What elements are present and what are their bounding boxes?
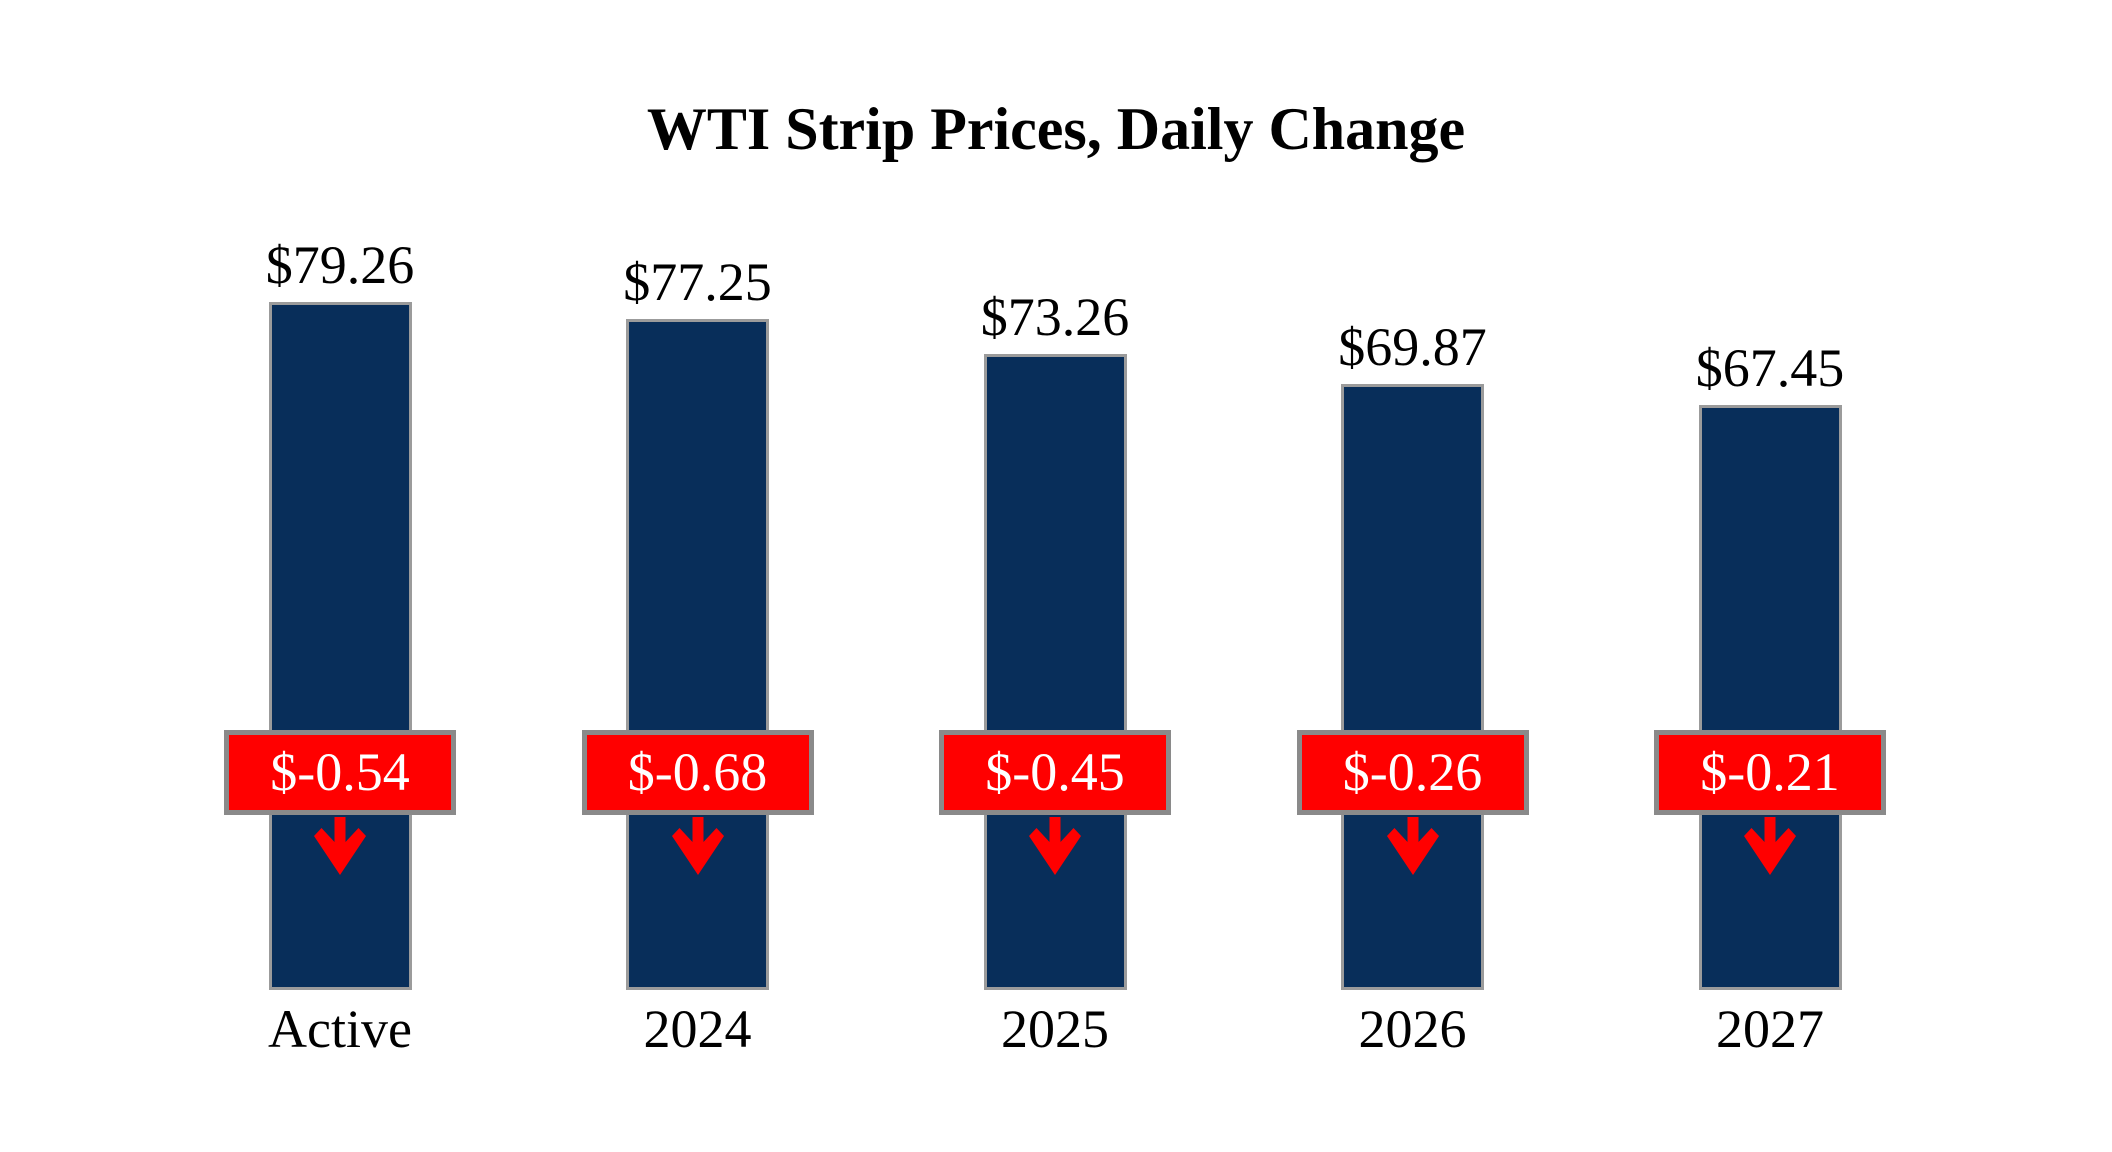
down-arrow-icon xyxy=(1029,817,1081,875)
bar-value-label: $67.45 xyxy=(1695,338,1845,398)
bar-value-label: $79.26 xyxy=(265,235,415,295)
down-arrow-icon xyxy=(1386,817,1439,875)
price-bar xyxy=(268,302,412,990)
daily-change-value: $-0.45 xyxy=(985,742,1125,802)
bar-value-label: $69.87 xyxy=(1338,317,1487,377)
price-bar xyxy=(983,354,1127,990)
down-arrow-icon xyxy=(1744,817,1796,875)
bar-value-label: $73.26 xyxy=(980,287,1130,347)
daily-change-value: $-0.26 xyxy=(1342,742,1483,802)
category-label: 2027 xyxy=(1716,999,1824,1059)
price-bar xyxy=(1698,405,1842,990)
price-bar xyxy=(626,319,769,990)
category-label: Active xyxy=(268,999,412,1059)
daily-change-value: $-0.21 xyxy=(1700,742,1840,802)
down-arrow-icon xyxy=(671,817,724,875)
price-bar xyxy=(1341,384,1484,990)
category-label: 2024 xyxy=(643,999,752,1059)
daily-change-value: $-0.68 xyxy=(627,742,768,802)
daily-change-box: $-0.54 xyxy=(224,730,456,815)
daily-change-box: $-0.68 xyxy=(581,730,814,815)
down-arrow-icon xyxy=(314,817,366,875)
daily-change-box: $-0.26 xyxy=(1296,730,1529,815)
bar-value-label: $77.25 xyxy=(623,252,772,312)
category-label: 2025 xyxy=(1001,999,1109,1059)
daily-change-value: $-0.54 xyxy=(270,742,410,802)
category-label: 2026 xyxy=(1358,999,1467,1059)
daily-change-box: $-0.45 xyxy=(939,730,1171,815)
daily-change-box: $-0.21 xyxy=(1654,730,1886,815)
chart-title: WTI Strip Prices, Daily Change xyxy=(646,96,1466,162)
